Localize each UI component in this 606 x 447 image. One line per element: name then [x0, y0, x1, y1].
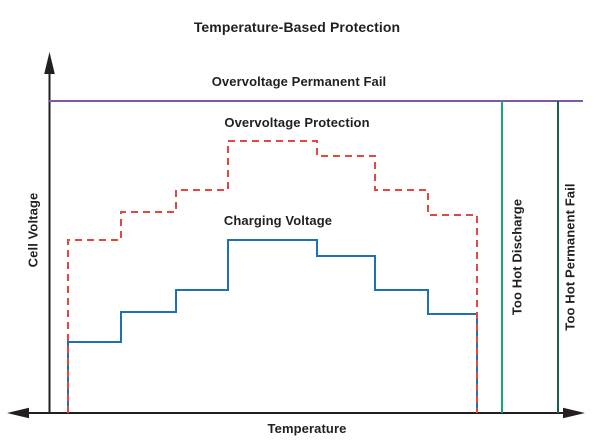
x-axis-left-arrow-icon [7, 407, 29, 419]
chart-title: Temperature-Based Protection [193, 19, 401, 35]
overvoltage-protection-line [67, 140, 478, 413]
overvoltage-permanent-fail-label: Overvoltage Permanent Fail [211, 74, 387, 89]
charging-voltage-line [67, 239, 478, 413]
x-axis [7, 407, 585, 419]
charging-voltage-label: Charging Voltage [223, 213, 333, 228]
too-hot-discharge-label: Too Hot Discharge [509, 198, 525, 316]
y-axis [44, 52, 55, 413]
x-axis-right-arrow-icon [563, 407, 585, 419]
overvoltage-protection-label: Overvoltage Protection [224, 115, 370, 130]
too-hot-permanent-fail-label: Too Hot Permanent Fail [562, 183, 578, 331]
y-axis-label: Cell Voltage [25, 192, 41, 268]
y-axis-arrow-icon [44, 52, 55, 74]
series-group [49, 100, 583, 413]
x-axis-label: Temperature [267, 421, 347, 436]
